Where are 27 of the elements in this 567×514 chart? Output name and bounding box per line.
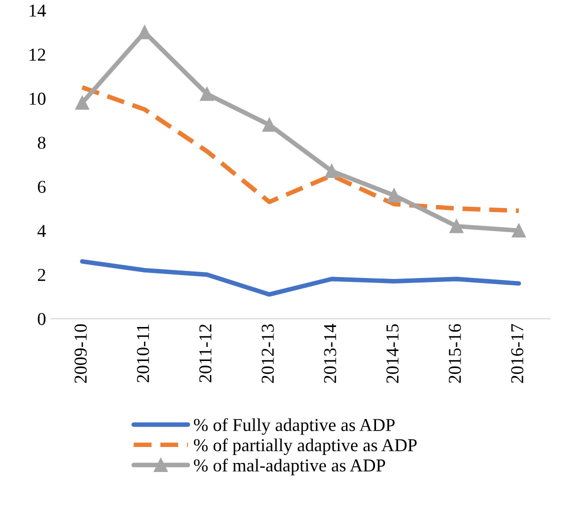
x-tick-label: 2012-13 <box>262 324 274 383</box>
x-tick-label: 2014-15 <box>386 324 399 383</box>
point <box>75 96 90 110</box>
point <box>200 87 214 101</box>
y-tick-label: 14 <box>30 4 46 17</box>
y-tick-label: 8 <box>38 136 46 149</box>
y-tick-label: 2 <box>38 268 46 281</box>
legend-label: % of mal-adaptive as ADP <box>194 458 386 476</box>
x-tick-label: 2009-10 <box>74 324 87 383</box>
x-tick-label: 2013-14 <box>324 324 336 383</box>
y-tick-label: 10 <box>30 92 46 105</box>
x-tick-label: 2011-12 <box>199 324 212 382</box>
legend-label: % of partially adaptive as ADP <box>194 438 417 456</box>
point <box>324 164 339 178</box>
x-tick-label: 2010-11 <box>136 324 150 382</box>
x-tick-label: 2015-16 <box>448 324 461 383</box>
point <box>449 219 464 234</box>
legend-label: % of Fully adaptive as ADP <box>194 418 395 435</box>
y-tick-label: 0 <box>38 312 46 326</box>
point <box>387 188 402 202</box>
point <box>262 118 276 132</box>
y-tick-label: 4 <box>37 224 46 237</box>
point <box>512 224 526 238</box>
y-tick-label: 6 <box>38 180 46 193</box>
line-series <box>80 259 522 297</box>
y-tick-label: 12 <box>30 48 46 61</box>
x-tick-label: 2016-17 <box>511 324 524 383</box>
